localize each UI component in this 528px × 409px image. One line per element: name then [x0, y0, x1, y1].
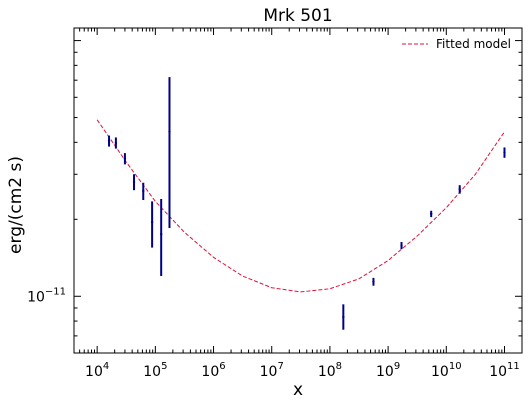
data-point: [142, 189, 145, 193]
x-tick-label: 104: [85, 361, 109, 380]
y-tick-label: 10−11: [27, 286, 66, 305]
plot-frame: [73, 27, 523, 354]
data-point: [132, 180, 136, 184]
y-axis-label: erg/(cm2 s): [6, 156, 26, 254]
legend-label-fitted-model: Fitted model: [436, 37, 511, 51]
data-point: [458, 188, 461, 191]
data-point: [168, 130, 171, 133]
data-point: [107, 139, 111, 143]
legend: Fitted model: [402, 37, 511, 51]
x-tick-label: 106: [201, 361, 225, 380]
errorbar-layer: [107, 77, 506, 330]
data-point: [123, 157, 127, 160]
data-point: [159, 232, 163, 236]
model-layer: [96, 119, 505, 293]
x-axis-label: x: [293, 380, 303, 400]
x-tick-label: 105: [143, 361, 167, 380]
ticks-layer: 104 105 106 107 108 109 1010 1011 10−11: [27, 28, 523, 380]
x-tick-label: 1011: [489, 361, 520, 380]
data-point: [429, 212, 433, 216]
data-point: [372, 280, 375, 283]
x-tick-label: 107: [260, 361, 284, 380]
data-point: [150, 220, 154, 224]
x-tick-label: 109: [376, 361, 400, 380]
data-point: [114, 141, 118, 145]
data-point: [400, 244, 403, 247]
x-tick-label: 1010: [431, 361, 462, 380]
data-point: [503, 151, 506, 154]
fitted-model-line: [96, 119, 505, 293]
x-tick-label: 108: [318, 361, 342, 380]
chart-title: Mrk 501: [263, 6, 332, 26]
data-point: [342, 315, 345, 319]
